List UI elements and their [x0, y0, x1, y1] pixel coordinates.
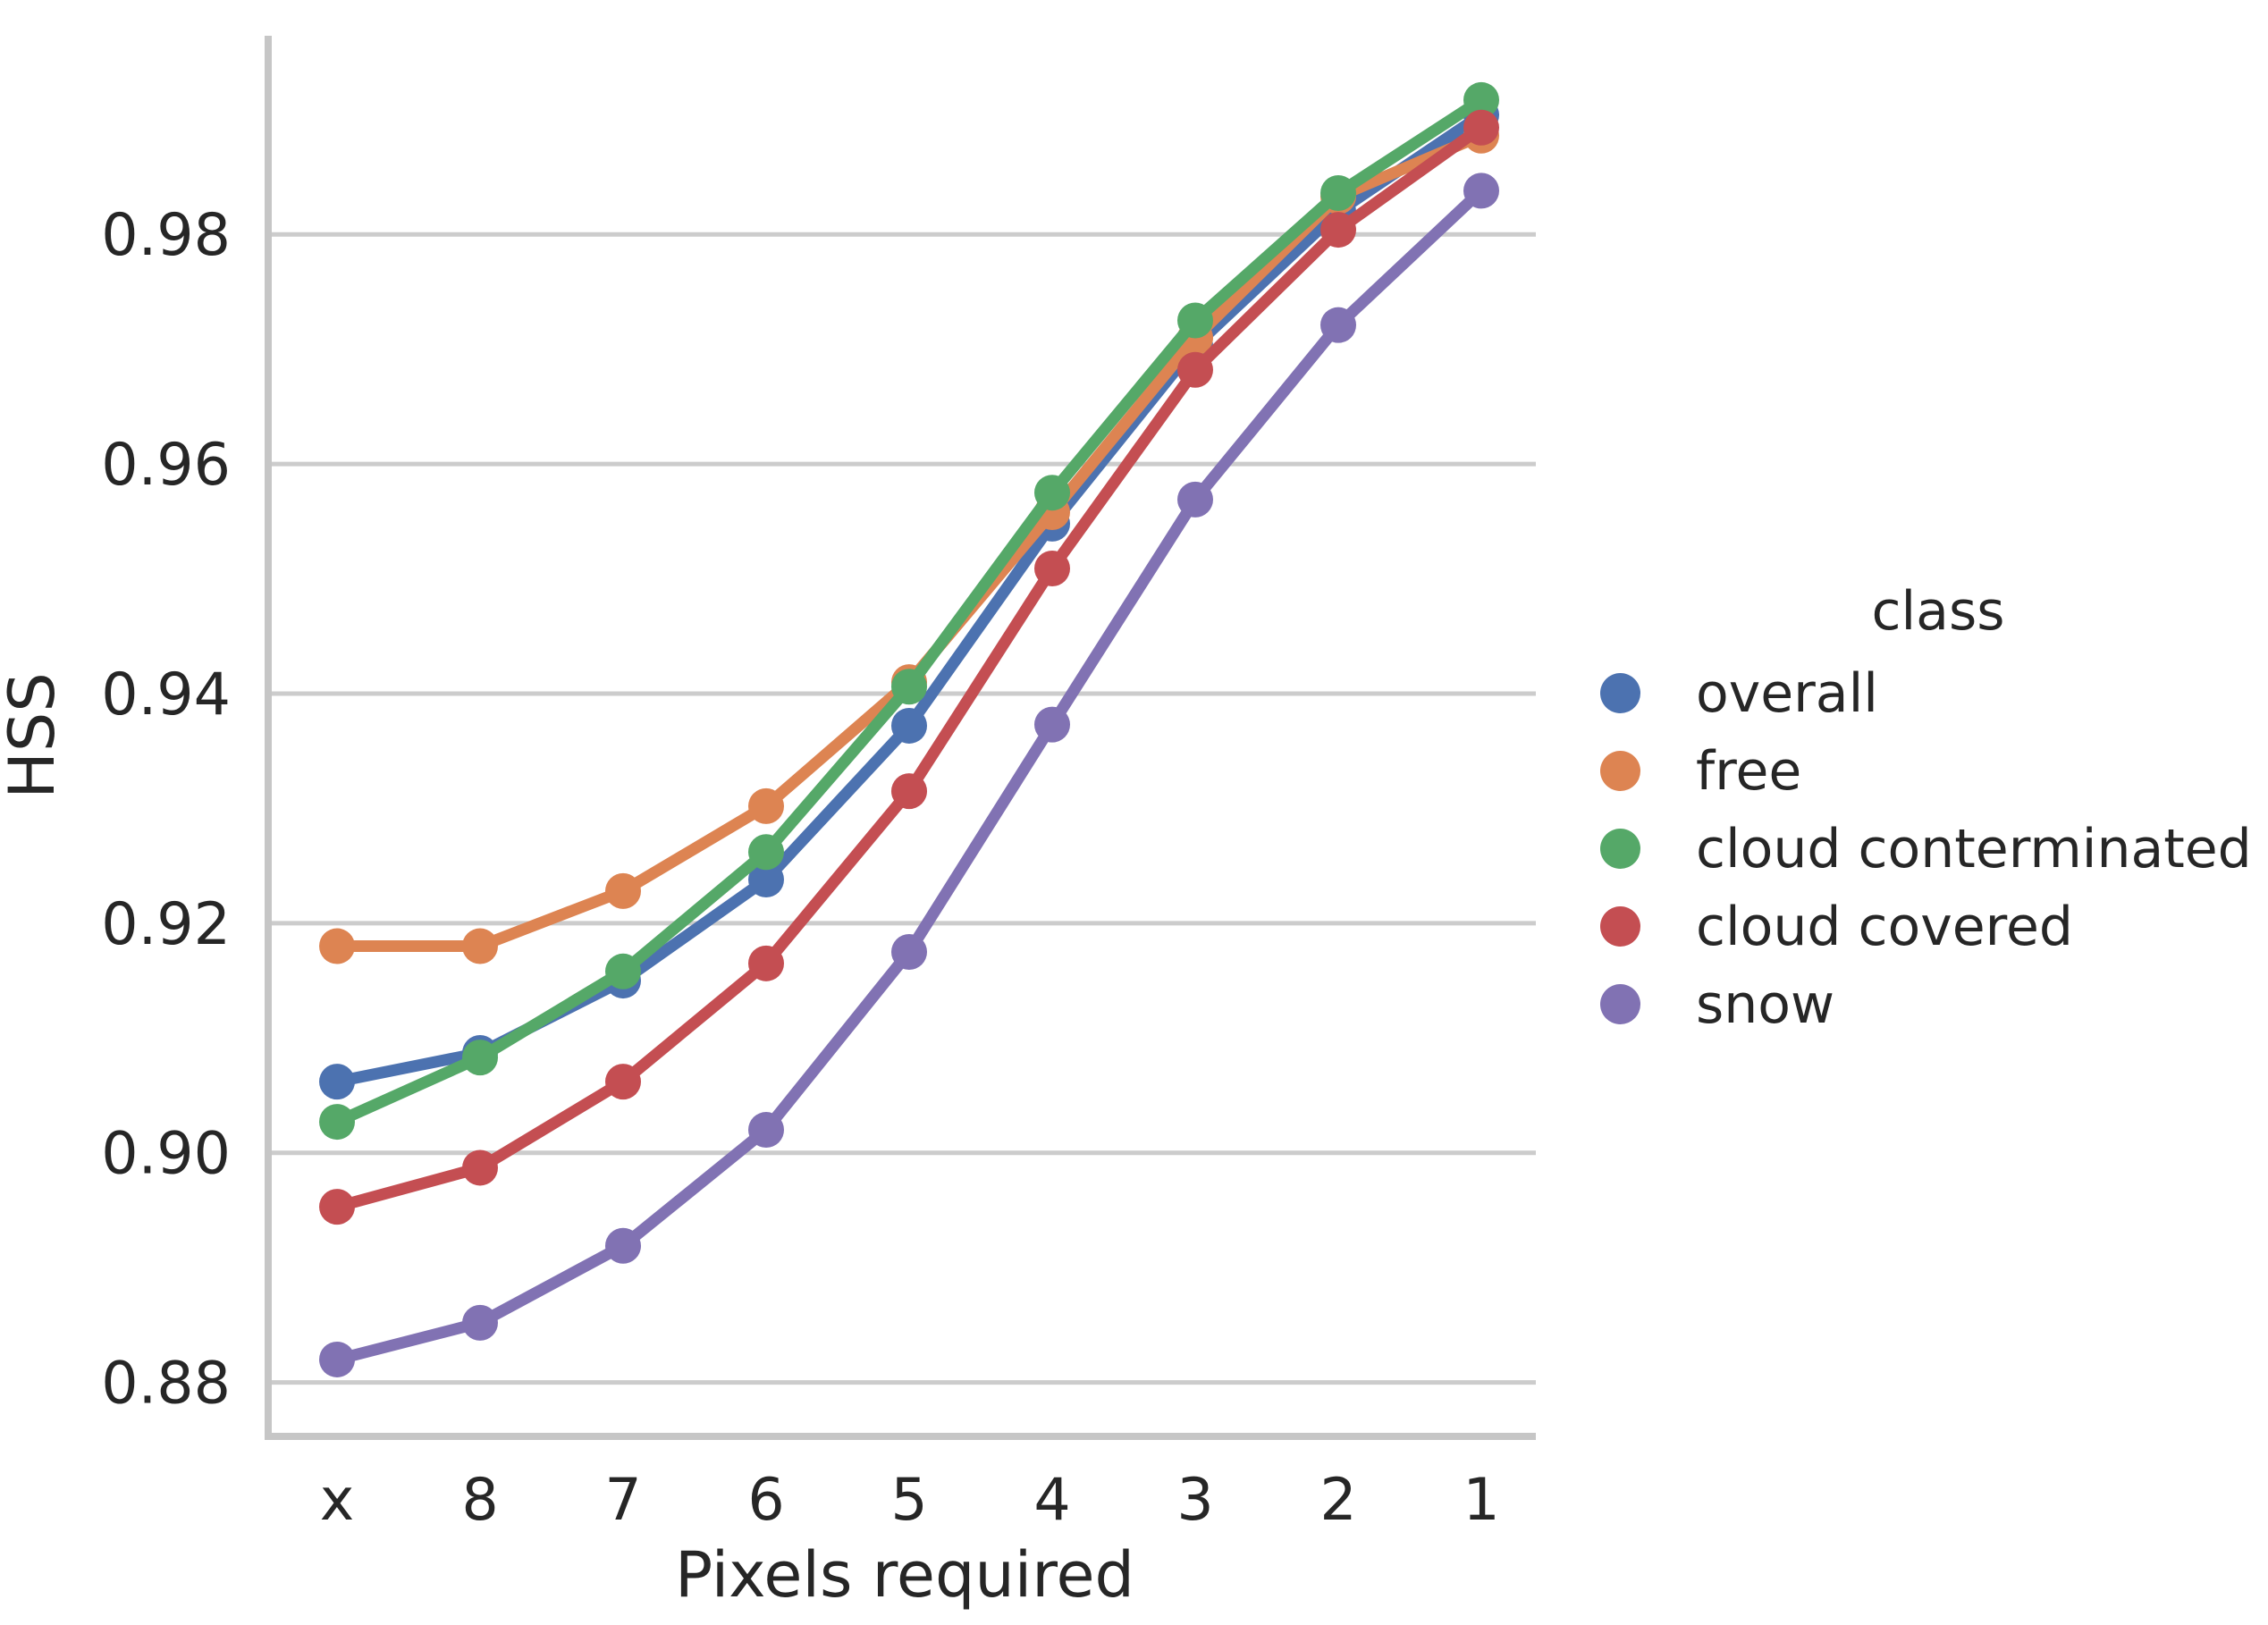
data-point-cloud-conterminated-4: [1034, 475, 1070, 511]
y-tick-label-0.94: 0.94: [101, 661, 231, 728]
data-point-snow-8: [462, 1304, 498, 1341]
data-point-overall-x: [319, 1064, 355, 1100]
legend-title: class: [1871, 580, 2005, 643]
data-point-snow-7: [605, 1227, 641, 1264]
y-axis-label: HSS: [0, 672, 69, 799]
data-point-cloud-covered-3: [1177, 351, 1213, 388]
data-point-snow-x: [319, 1341, 355, 1377]
legend-item-snow: snow: [1598, 965, 2268, 1043]
legend-item-cloud-conterminated: cloud conterminated: [1598, 810, 2268, 888]
x-tick-label-x: x: [320, 1467, 354, 1534]
x-tick-label-7: 7: [604, 1467, 641, 1534]
x-axis-label: Pixels required: [675, 1538, 1134, 1612]
data-point-cloud-covered-8: [462, 1149, 498, 1186]
legend-item-label: cloud covered: [1696, 895, 2074, 958]
data-point-cloud-conterminated-3: [1177, 302, 1213, 339]
data-point-snow-2: [1320, 307, 1356, 343]
data-point-cloud-covered-2: [1320, 212, 1356, 248]
data-point-free-7: [605, 872, 641, 909]
legend: class overall free cloud conterminated clou…: [1598, 568, 2268, 1043]
legend-marker-icon: [1600, 673, 1640, 713]
data-point-cloud-covered-1: [1463, 109, 1499, 146]
x-tick-label-5: 5: [890, 1467, 927, 1534]
data-point-free-6: [748, 787, 784, 824]
legend-item-free: free: [1598, 732, 2268, 810]
y-tick-label-0.98: 0.98: [101, 202, 231, 269]
legend-items: overall free cloud conterminated cloud cove…: [1598, 654, 2268, 1043]
legend-item-label: overall: [1696, 661, 1878, 725]
legend-item-overall: overall: [1598, 654, 2268, 732]
data-point-cloud-conterminated-5: [891, 669, 927, 705]
y-tick-label-0.88: 0.88: [101, 1351, 231, 1418]
x-tick-label-4: 4: [1033, 1467, 1070, 1534]
x-tick-label-6: 6: [747, 1467, 784, 1534]
data-point-snow-6: [748, 1112, 784, 1149]
legend-item-label: snow: [1696, 972, 1835, 1036]
x-tick-label-8: 8: [461, 1467, 498, 1534]
data-point-cloud-covered-4: [1034, 550, 1070, 586]
x-tick-label-1: 1: [1463, 1467, 1499, 1534]
data-point-cloud-conterminated-8: [462, 1040, 498, 1076]
data-point-overall-6: [748, 862, 784, 898]
data-point-cloud-conterminated-1: [1463, 81, 1499, 118]
data-point-snow-3: [1177, 481, 1213, 518]
data-point-snow-4: [1034, 706, 1070, 743]
data-point-cloud-covered-5: [891, 773, 927, 810]
data-point-cloud-conterminated-6: [748, 834, 784, 871]
data-point-cloud-conterminated-x: [319, 1104, 355, 1141]
y-tick-label-0.92: 0.92: [101, 891, 231, 958]
legend-item-label: cloud conterminated: [1696, 817, 2252, 880]
data-point-free-x: [319, 928, 355, 964]
data-point-cloud-covered-6: [748, 945, 784, 981]
x-tick-label-3: 3: [1176, 1467, 1213, 1534]
data-point-snow-1: [1463, 173, 1499, 209]
data-point-cloud-covered-x: [319, 1189, 355, 1225]
legend-marker-icon: [1600, 829, 1640, 869]
data-point-overall-5: [891, 707, 927, 744]
data-point-free-8: [462, 928, 498, 964]
data-point-cloud-covered-7: [605, 1064, 641, 1100]
y-tick-label-0.96: 0.96: [101, 432, 231, 499]
legend-item-label: free: [1696, 739, 1802, 803]
data-point-cloud-conterminated-7: [605, 953, 641, 989]
legend-marker-icon: [1600, 984, 1640, 1024]
y-tick-label-0.90: 0.90: [101, 1121, 231, 1188]
data-point-cloud-conterminated-2: [1320, 174, 1356, 211]
data-point-snow-5: [891, 933, 927, 970]
legend-marker-icon: [1600, 751, 1640, 791]
legend-item-cloud-covered: cloud covered: [1598, 888, 2268, 965]
legend-marker-icon: [1600, 906, 1640, 947]
x-tick-label-2: 2: [1319, 1467, 1356, 1534]
